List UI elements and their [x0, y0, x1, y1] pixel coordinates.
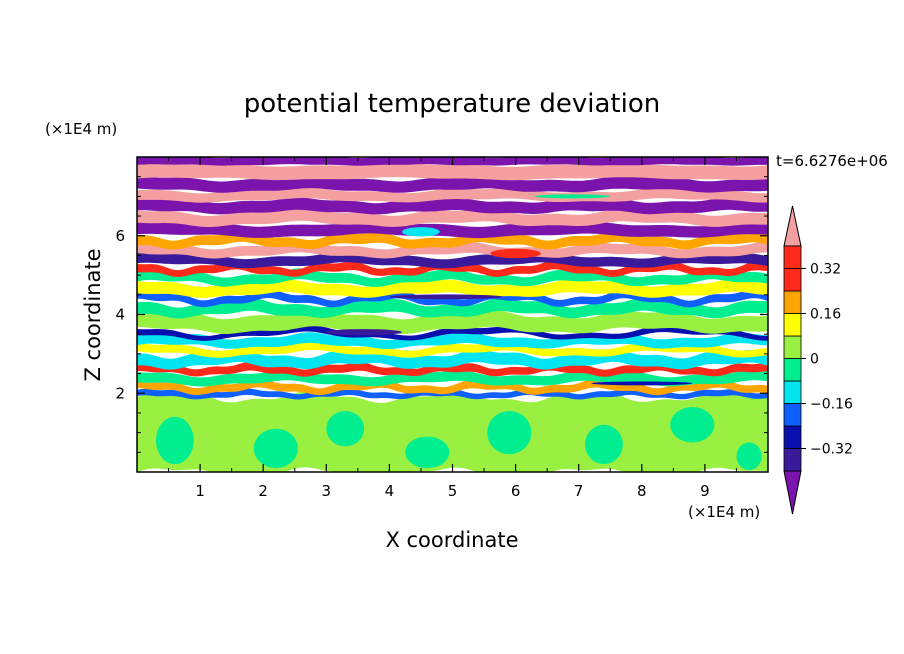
y-tick-label: 2 — [115, 384, 125, 402]
x-axis-ticks: 1 2 3 4 5 6 7 8 9 — [168, 157, 737, 500]
heatmap-blob — [534, 194, 611, 199]
x-tick-label: 8 — [637, 482, 647, 500]
colorbar-bin — [783, 425, 802, 449]
colorbar-bin — [783, 313, 802, 337]
colorbar-tick-label: 0.32 — [810, 262, 841, 278]
heatmap-patch — [585, 424, 623, 465]
heatmap-patch — [736, 442, 762, 471]
x-tick-label: 4 — [385, 482, 395, 500]
colorbar: −0.32 −0.16 0 0.16 0.32 — [783, 205, 853, 515]
colorbar-bin — [783, 380, 802, 404]
heatmap-band — [137, 162, 768, 181]
heatmap-blob — [490, 248, 541, 259]
heatmap-band — [137, 260, 768, 277]
colorbar-tick-label: −0.16 — [810, 397, 853, 413]
heatmap-patch — [253, 428, 298, 469]
y-tick-label: 6 — [115, 227, 125, 245]
x-tick-label: 5 — [448, 482, 458, 500]
y-tick-label: 4 — [115, 306, 125, 324]
y-unit-label: (×1E4 m) — [45, 120, 117, 138]
heatmap-patch — [155, 416, 194, 465]
heatmap-band — [137, 279, 768, 298]
heatmap-band — [137, 297, 768, 319]
heatmap-band — [137, 309, 768, 335]
colorbar-bin — [783, 448, 802, 472]
x-axis-label: X coordinate — [385, 528, 518, 552]
chart-title: potential temperature deviation — [244, 89, 660, 119]
colorbar-bin — [783, 245, 802, 269]
x-tick-label: 9 — [700, 482, 710, 500]
heatmap-band — [137, 391, 768, 472]
colorbar-bin — [783, 268, 802, 292]
heatmap-cells — [137, 157, 768, 472]
heatmap-band — [137, 251, 768, 269]
colorbar-tick-label: 0.16 — [810, 307, 841, 323]
colorbar-min-extension — [783, 470, 802, 515]
x-tick-label: 6 — [511, 482, 521, 500]
colorbar-bin — [783, 358, 802, 382]
heatmap-band — [137, 187, 768, 203]
heatmap-patch — [405, 436, 450, 469]
colorbar-tick-label: 0 — [810, 352, 819, 368]
colorbar-bin — [783, 290, 802, 314]
heatmap-patch — [326, 410, 365, 447]
x-tick-label: 7 — [574, 482, 584, 500]
heatmap-band — [137, 388, 768, 400]
heatmap-patch — [487, 410, 532, 455]
heatmap-band — [137, 175, 768, 193]
heatmap-patch — [670, 407, 715, 443]
colorbar-bin — [783, 403, 802, 427]
heatmap-blob — [326, 329, 403, 336]
heatmap-blob — [402, 227, 440, 237]
y-axis-ticks: 2 4 6 — [115, 176, 768, 453]
x-unit-label: (×1E4 m) — [688, 503, 760, 521]
time-label: t=6.6276e+06 — [776, 152, 888, 170]
heatmap-band — [137, 230, 768, 250]
x-tick-label: 2 — [258, 482, 268, 500]
heatmap-blob — [389, 294, 503, 300]
heatmap-band — [137, 221, 768, 239]
heatmap-plot-area — [137, 157, 768, 472]
colorbar-bin — [783, 335, 802, 359]
colorbar-max-extension — [783, 205, 802, 247]
heatmap-blob — [591, 381, 693, 386]
y-axis-label: Z coordinate — [81, 248, 105, 381]
heatmap-band — [137, 361, 768, 377]
heatmap-band — [137, 208, 768, 227]
x-tick-label: 1 — [195, 482, 205, 500]
colorbar-tick-label: −0.32 — [810, 442, 853, 458]
x-tick-label: 3 — [322, 482, 332, 500]
heatmap-band — [137, 341, 768, 358]
